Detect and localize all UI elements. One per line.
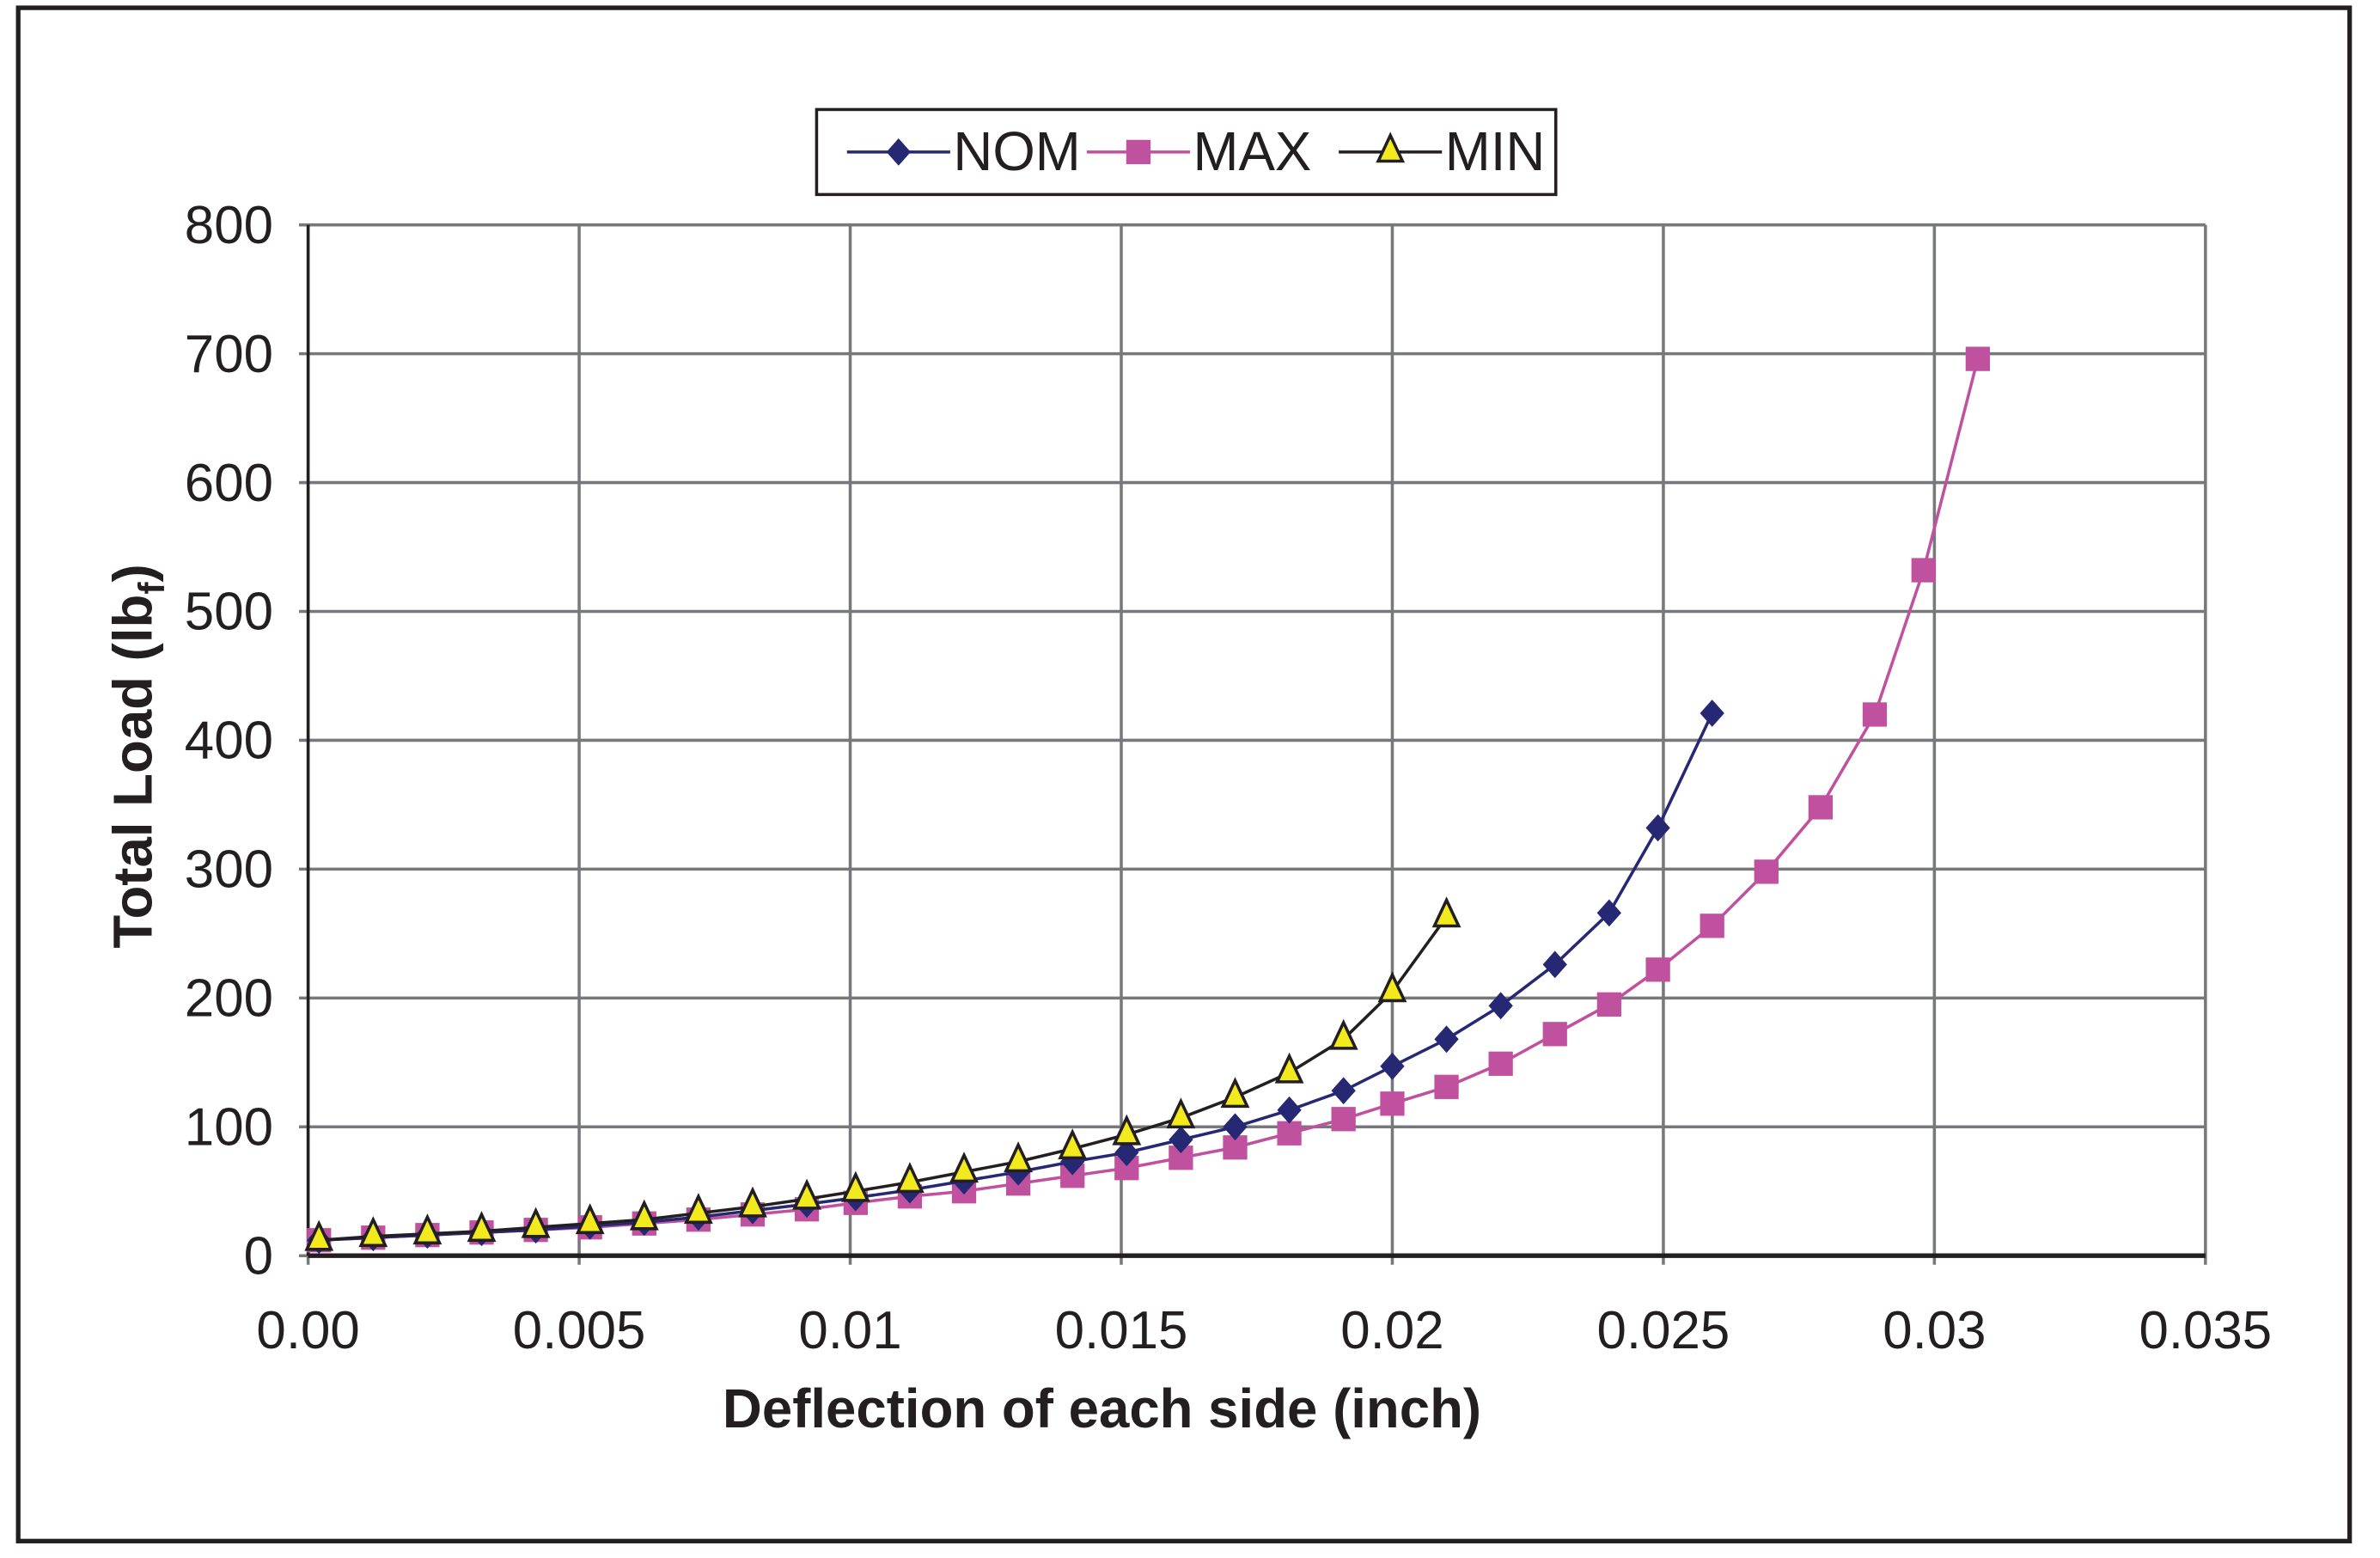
data-point-min <box>895 1162 925 1194</box>
data-point-max <box>1862 702 1888 727</box>
data-point-max <box>1596 992 1621 1017</box>
data-point-nom <box>1277 1096 1302 1124</box>
y-tick-label: 500 <box>185 583 273 642</box>
data-point-min <box>1274 1052 1304 1084</box>
x-tick-label: 0.03 <box>1883 1301 1986 1360</box>
grid <box>299 223 2207 1265</box>
legend-item-nom: NOM <box>846 121 1081 182</box>
data-point-max <box>1434 1074 1459 1099</box>
data-point-nom <box>1434 1025 1459 1054</box>
data-point-max <box>1911 558 1936 583</box>
data-point-max <box>1808 795 1834 820</box>
data-point-min <box>1377 971 1407 1003</box>
square-icon <box>1126 139 1151 165</box>
tick-labels: 0.00 0.005 0.01 0.015 0.02 0.025 0.03 0.035 0 100… <box>185 196 2272 1360</box>
x-tick-label: 0.025 <box>1597 1301 1730 1360</box>
series-line-max <box>319 358 1980 1242</box>
data-point-min <box>792 1178 821 1210</box>
data-point-max <box>1965 346 1990 371</box>
data-point-min <box>1058 1128 1088 1160</box>
y-axis-title: Total Load (lbf) <box>103 564 172 948</box>
data-point-max <box>1277 1121 1302 1146</box>
x-axis-title: Deflection of each side (inch) <box>723 1378 1481 1439</box>
data-point-min <box>575 1203 605 1235</box>
x-tick-label: 0.035 <box>2139 1301 2272 1360</box>
y-tick-label: 200 <box>185 969 273 1029</box>
data-point-nom <box>1488 992 1513 1020</box>
series-min <box>304 896 1462 1251</box>
triangle-icon <box>1376 131 1406 163</box>
data-point-nom <box>1114 1139 1139 1167</box>
data-point-min <box>412 1213 442 1245</box>
data-point-min <box>1166 1097 1196 1129</box>
y-tick-label: 300 <box>185 840 273 900</box>
data-point-max <box>1645 957 1670 982</box>
legend: NOM MAX MIN <box>815 107 1558 197</box>
y-tick-label: 800 <box>185 196 273 255</box>
data-point-min <box>840 1170 870 1202</box>
y-tick-label: 700 <box>185 325 273 384</box>
data-point-min <box>1328 1018 1358 1050</box>
series-line-min <box>319 915 1448 1242</box>
data-point-min <box>629 1199 659 1231</box>
data-point-nom <box>1645 814 1670 842</box>
y-tick-label: 400 <box>185 712 273 771</box>
data-point-min <box>738 1186 767 1218</box>
data-point-min <box>304 1219 334 1251</box>
x-tick-label: 0.01 <box>798 1301 901 1360</box>
chart-frame <box>15 5 2353 1543</box>
data-point-max <box>1542 1022 1567 1047</box>
data-point-min <box>1431 896 1462 928</box>
legend-item-min: MIN <box>1339 121 1545 182</box>
data-point-min <box>521 1207 551 1238</box>
data-point-nom <box>1380 1052 1405 1080</box>
data-point-max <box>1331 1107 1356 1132</box>
x-tick-label: 0.015 <box>1055 1301 1188 1360</box>
data-point-min <box>467 1211 497 1243</box>
data-point-nom <box>1223 1113 1248 1141</box>
y-tick-label: 600 <box>185 454 273 513</box>
data-point-max <box>1488 1051 1513 1076</box>
data-point-nom <box>1331 1077 1356 1105</box>
data-point-min <box>1004 1141 1034 1173</box>
data-point-min <box>1220 1077 1250 1109</box>
x-tick-label: 0.00 <box>256 1301 359 1360</box>
legend-label: MIN <box>1445 121 1546 182</box>
data-point-max <box>1380 1091 1405 1116</box>
data-point-min <box>1112 1114 1142 1146</box>
data-point-max <box>1754 859 1779 884</box>
legend-item-max: MAX <box>1086 121 1312 182</box>
x-tick-label: 0.005 <box>513 1301 646 1360</box>
legend-label: NOM <box>953 121 1080 182</box>
data-point-min <box>683 1193 713 1225</box>
data-point-max <box>1700 913 1724 938</box>
y-tick-label: 0 <box>244 1226 273 1286</box>
x-tick-label: 0.02 <box>1340 1301 1443 1360</box>
data-point-min <box>358 1216 388 1248</box>
legend-label: MAX <box>1193 121 1312 182</box>
data-point-nom <box>1700 700 1724 727</box>
y-tick-label: 100 <box>185 1097 273 1157</box>
data-point-min <box>949 1152 979 1183</box>
